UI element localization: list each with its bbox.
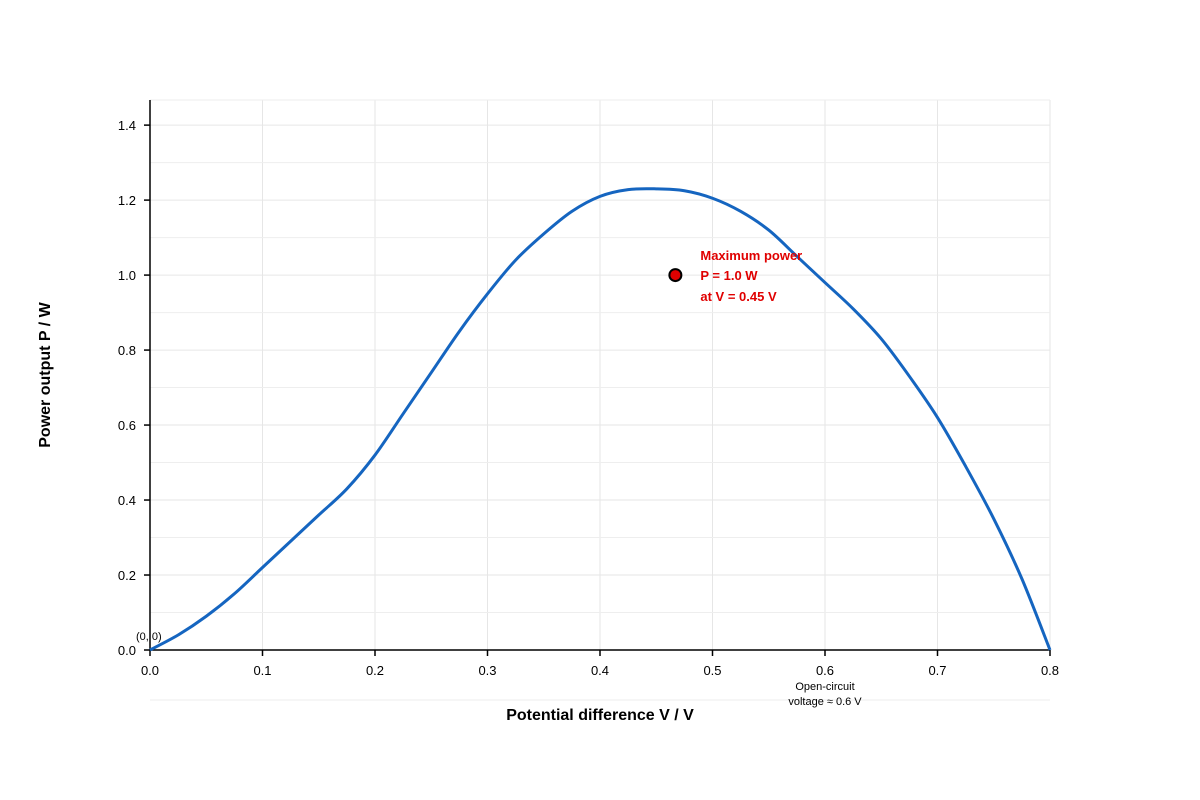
- y-tick-label: 1.2: [118, 193, 136, 208]
- x-ticks: 0.0 0.1 0.2 0.3 0.4 0.5 0.6 0.7 0.8: [141, 650, 1059, 678]
- grid: [149, 99, 1051, 701]
- x-tick-label: 0.1: [253, 663, 271, 678]
- x-tick-label: 0.3: [478, 663, 496, 678]
- y-axis-title: Power output P / W: [37, 301, 54, 447]
- y-tick-label: 1.0: [118, 268, 136, 283]
- max-power-label-line-2: P = 1.0 W: [700, 268, 758, 283]
- x-tick-label: 0.4: [591, 663, 609, 678]
- open-circuit-label-line-1: Open-circuit: [795, 681, 854, 693]
- y-tick-label: 1.4: [118, 118, 136, 133]
- max-power-label-line-3: at V = 0.45 V: [700, 289, 777, 304]
- y-tick-label: 0.0: [118, 643, 136, 658]
- x-tick-label: 0.7: [928, 663, 946, 678]
- max-power-marker: [668, 268, 683, 283]
- y-ticks: 0.0 0.2 0.4 0.6 0.8 1.0 1.2 1.4: [118, 118, 150, 658]
- x-tick-label: 0.6: [816, 663, 834, 678]
- x-tick-label: 0.0: [141, 663, 159, 678]
- y-tick-label: 0.2: [118, 568, 136, 583]
- power-curve-line: [149, 187, 1052, 652]
- x-tick-label: 0.8: [1041, 663, 1059, 678]
- x-tick-label: 0.2: [366, 663, 384, 678]
- y-tick-label: 0.6: [118, 418, 136, 433]
- x-axis-title: Potential difference V / V: [506, 707, 694, 724]
- y-tick-label: 0.8: [118, 343, 136, 358]
- max-power-label-line-1: Maximum power: [700, 248, 802, 263]
- origin-label: (0, 0): [136, 631, 162, 643]
- open-circuit-label-line-2: voltage ≈ 0.6 V: [788, 696, 862, 708]
- y-tick-label: 0.4: [118, 493, 136, 508]
- x-tick-label: 0.5: [703, 663, 721, 678]
